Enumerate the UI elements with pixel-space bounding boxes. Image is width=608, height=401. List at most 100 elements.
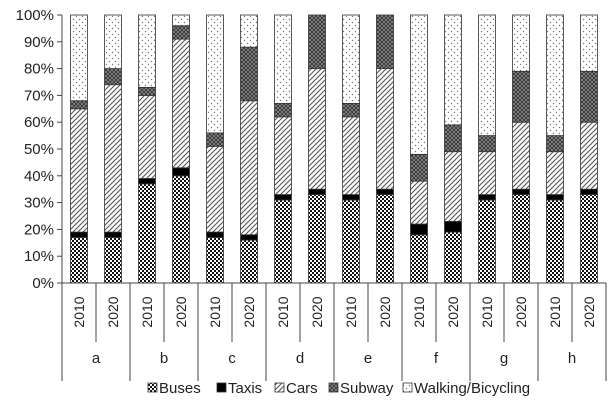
y-tick-label: 80% [24,61,54,78]
bar-segment-buses [172,175,190,284]
bar-segment-taxis [410,223,428,236]
bar-segment-subway [274,103,292,118]
bar-segment-cars [478,151,496,195]
bar-segment-buses [104,237,122,284]
x-year-label: 2010 [275,296,291,327]
bar-segment-subway [138,86,156,96]
legend-label: Cars [286,380,318,397]
bar-segment-cars [172,38,190,169]
bar-segment-taxis [240,234,258,241]
bar-segment-taxis [274,194,292,201]
bar-segment-taxis [342,194,360,201]
legend-swatch [402,382,413,393]
legend-swatch [328,382,339,393]
bar-segment-cars [444,151,462,222]
bars [70,14,598,284]
bar-segment-buses [410,234,428,284]
bar-segment-walking-bicycling [410,14,428,155]
x-year-label: 2010 [71,296,87,327]
bar-segment-walking-bicycling [274,14,292,104]
bar-segment-taxis [172,167,190,177]
bar-segment-cars [308,68,326,190]
bar-segment-subway [376,14,394,69]
bar-segment-walking-bicycling [240,14,258,48]
x-year-label: 2010 [479,296,495,327]
legend-swatch [274,382,285,393]
x-group-label: a [92,350,101,367]
x-year-label: 2020 [241,296,257,327]
legend-item-subway: Subway [328,380,394,397]
x-year-label: 2020 [173,296,189,327]
bar-segment-subway [512,70,530,123]
legend: Buses Taxis Cars Subway Walking/Bicycling [147,380,530,397]
y-tick-label: 60% [24,114,54,131]
bar-segment-walking-bicycling [138,14,156,88]
bar-segment-buses [70,237,88,284]
bar-segment-buses [308,194,326,284]
bar-segment-subway [308,14,326,69]
x-year-label: 2020 [377,296,393,327]
legend-item-buses: Buses [147,380,201,397]
legend-item-cars: Cars [274,380,318,397]
legend-label: Subway [340,380,394,397]
bar-segment-buses [444,231,462,284]
bar-segment-walking-bicycling [172,14,190,27]
bar-segment-cars [580,121,598,190]
bar-segment-walking-bicycling [546,14,564,136]
bar-segment-buses [274,199,292,284]
x-group-label: c [228,350,236,367]
bar-segment-cars [512,121,530,190]
x-year-label: 2010 [207,296,223,327]
x-group-label: f [434,350,439,367]
bar-segment-buses [138,183,156,284]
legend-swatch [216,382,227,393]
bar-segment-buses [240,239,258,284]
bar-segment-cars [70,108,88,233]
bar-segment-cars [274,116,292,195]
x-group-label: b [160,350,168,367]
bar-segment-cars [138,95,156,179]
bar-segment-taxis [546,194,564,201]
x-year-label: 2010 [343,296,359,327]
bar-segment-walking-bicycling [478,14,496,136]
bar-segment-walking-bicycling [444,14,462,126]
bar-segment-cars [546,151,564,195]
bar-segment-subway [478,135,496,153]
y-tick-label: 40% [24,168,54,185]
y-tick-label: 70% [24,87,54,104]
bar-segment-buses [580,194,598,284]
x-year-label: 2010 [411,296,427,327]
y-tick-label: 100% [16,7,54,24]
bar-segment-cars [206,145,224,233]
bar-segment-subway [580,70,598,123]
bar-segment-walking-bicycling [512,14,530,72]
y-axis: 0% 10% 20% 30% 40% 50% 60% 70% 80% 90% 100% [16,7,63,292]
x-year-label: 2020 [445,296,461,327]
bar-segment-taxis [138,178,156,185]
bar-segment-walking-bicycling [70,14,88,102]
bar-segment-subway [70,100,88,110]
bar-segment-cars [376,68,394,190]
bar-segment-walking-bicycling [342,14,360,104]
bar-segment-taxis [478,194,496,201]
x-year-label: 2020 [105,296,121,327]
x-year-label: 2020 [581,296,597,327]
y-tick-label: 20% [24,221,54,238]
bar-segment-cars [410,180,428,225]
bar-segment-walking-bicycling [104,14,122,69]
bar-segment-cars [342,116,360,195]
bar-segment-taxis [308,188,326,195]
bar-segment-buses [478,199,496,284]
bar-segment-cars [240,100,258,236]
legend-item-walking-bicycling: Walking/Bicycling [402,380,530,397]
x-group-label: h [568,350,576,367]
bar-segment-taxis [512,188,530,195]
x-year-label: 2010 [139,296,155,327]
bar-segment-walking-bicycling [206,14,224,134]
legend-swatch [147,382,158,393]
y-tick-label: 0% [32,275,54,292]
bar-segment-walking-bicycling [580,14,598,72]
bar-segment-buses [206,237,224,284]
x-year-label: 2020 [513,296,529,327]
bar-segment-cars [104,84,122,233]
